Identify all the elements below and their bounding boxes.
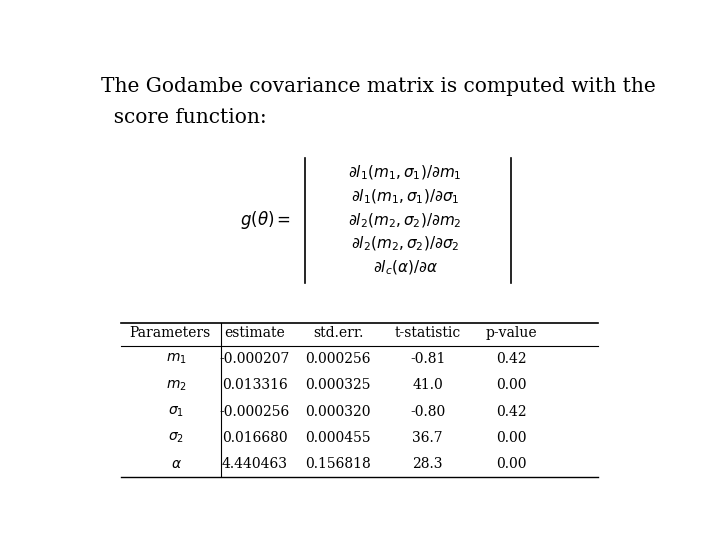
Text: 0.00: 0.00 xyxy=(496,457,526,471)
Text: 0.00: 0.00 xyxy=(496,379,526,393)
Text: score function:: score function: xyxy=(101,109,267,127)
Text: $\sigma_1$: $\sigma_1$ xyxy=(168,404,184,419)
Text: 0.000325: 0.000325 xyxy=(305,379,371,393)
Text: -0.81: -0.81 xyxy=(410,352,445,366)
Text: $\sigma_2$: $\sigma_2$ xyxy=(168,430,184,445)
Text: 0.42: 0.42 xyxy=(496,404,526,418)
Text: $m_2$: $m_2$ xyxy=(166,378,187,393)
Text: $\partial l_2(m_2, \sigma_2)/\partial \sigma_2$: $\partial l_2(m_2, \sigma_2)/\partial \s… xyxy=(351,235,459,253)
Text: estimate: estimate xyxy=(224,326,285,340)
Text: $\partial l_2(m_2, \sigma_2)/\partial m_2$: $\partial l_2(m_2, \sigma_2)/\partial m_… xyxy=(348,211,462,230)
Text: Parameters: Parameters xyxy=(129,326,210,340)
Text: $\partial l_c(\alpha)/\partial \alpha$: $\partial l_c(\alpha)/\partial \alpha$ xyxy=(373,259,438,277)
Text: The Godambe covariance matrix is computed with the: The Godambe covariance matrix is compute… xyxy=(101,77,656,96)
Text: 0.00: 0.00 xyxy=(496,431,526,445)
Text: 0.016680: 0.016680 xyxy=(222,431,287,445)
Text: 0.000256: 0.000256 xyxy=(305,352,371,366)
Text: 0.156818: 0.156818 xyxy=(305,457,372,471)
Text: 0.000320: 0.000320 xyxy=(305,404,371,418)
Text: 36.7: 36.7 xyxy=(413,431,443,445)
Text: -0.80: -0.80 xyxy=(410,404,445,418)
Text: -0.000256: -0.000256 xyxy=(220,404,289,418)
Text: 41.0: 41.0 xyxy=(413,379,443,393)
Text: 28.3: 28.3 xyxy=(413,457,443,471)
Text: t-statistic: t-statistic xyxy=(395,326,461,340)
Text: $m_1$: $m_1$ xyxy=(166,352,187,366)
Text: $\partial l_1(m_1, \sigma_1)/\partial \sigma_1$: $\partial l_1(m_1, \sigma_1)/\partial \s… xyxy=(351,187,459,206)
Text: std.err.: std.err. xyxy=(313,326,364,340)
Text: $g(\theta) =$: $g(\theta) =$ xyxy=(240,210,291,231)
Text: 0.000455: 0.000455 xyxy=(305,431,371,445)
Text: $\alpha$: $\alpha$ xyxy=(171,457,182,471)
Text: -0.000207: -0.000207 xyxy=(220,352,289,366)
Text: 0.013316: 0.013316 xyxy=(222,379,287,393)
Text: p-value: p-value xyxy=(485,326,537,340)
Text: $\partial l_1(m_1, \sigma_1)/\partial m_1$: $\partial l_1(m_1, \sigma_1)/\partial m_… xyxy=(348,164,462,182)
Text: 4.440463: 4.440463 xyxy=(222,457,287,471)
Text: 0.42: 0.42 xyxy=(496,352,526,366)
